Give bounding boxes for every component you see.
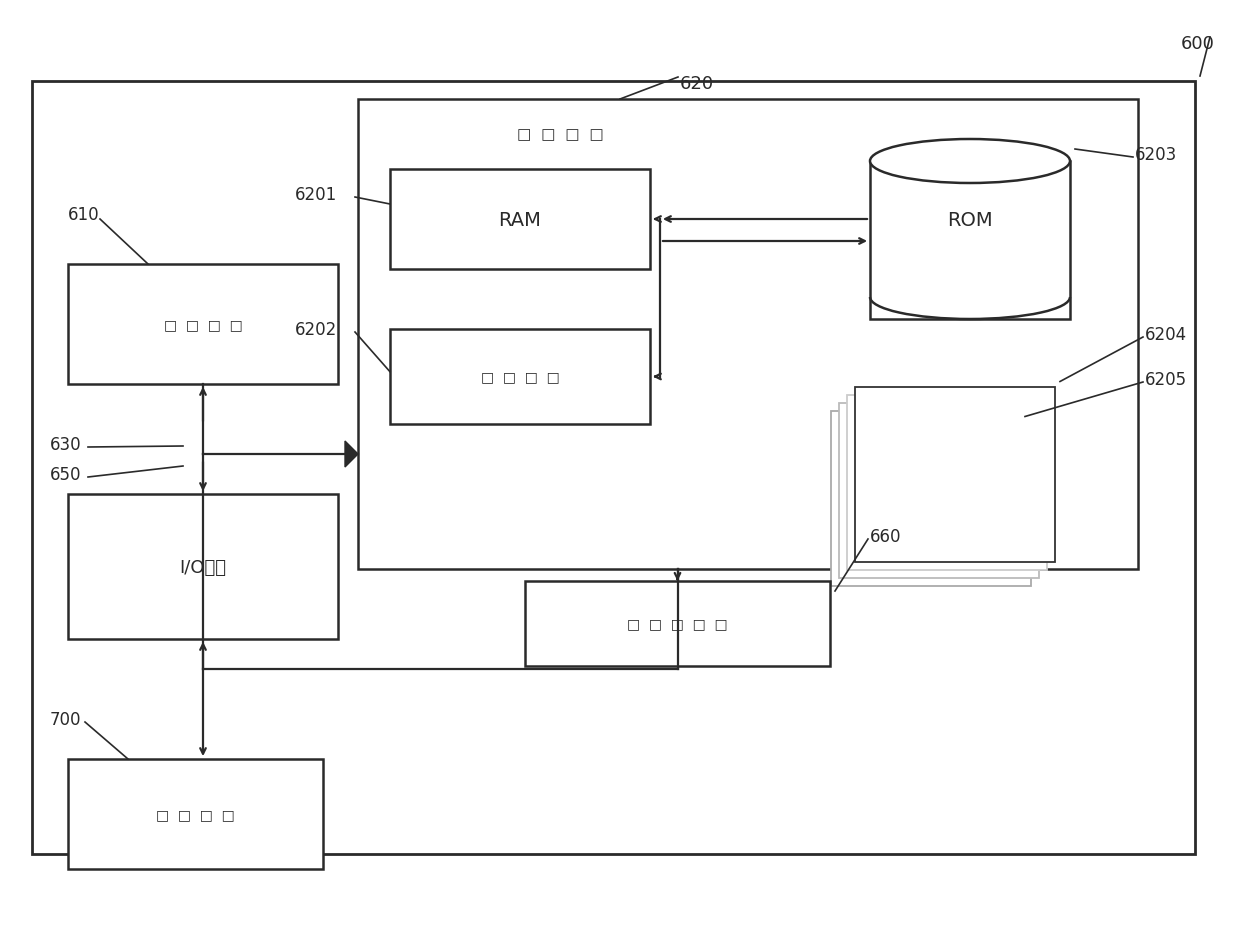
- Text: 700: 700: [50, 710, 82, 728]
- Bar: [68, 759, 322, 869]
- Text: I/O接口: I/O接口: [180, 558, 227, 576]
- Text: ROM: ROM: [947, 211, 993, 229]
- Bar: [358, 100, 1138, 569]
- Bar: [856, 388, 1055, 562]
- Polygon shape: [345, 442, 358, 467]
- Text: 6201: 6201: [295, 186, 337, 204]
- Bar: [68, 265, 339, 385]
- Text: □  □  □  □: □ □ □ □: [481, 370, 559, 384]
- Text: 6205: 6205: [1145, 371, 1187, 388]
- Text: 660: 660: [870, 528, 901, 546]
- Text: □  □  □  □: □ □ □ □: [156, 807, 234, 821]
- Text: □  □  □  □: □ □ □ □: [517, 127, 604, 142]
- Bar: [68, 494, 339, 639]
- Bar: [870, 162, 1070, 320]
- Bar: [525, 581, 830, 666]
- Bar: [391, 169, 650, 270]
- Text: 610: 610: [68, 206, 99, 224]
- Bar: [839, 403, 1039, 578]
- Text: 630: 630: [50, 435, 82, 454]
- Bar: [32, 82, 1195, 854]
- Bar: [391, 329, 650, 425]
- Bar: [847, 395, 1047, 570]
- Bar: [831, 411, 1030, 586]
- Text: 650: 650: [50, 465, 82, 484]
- Text: 6203: 6203: [1135, 146, 1177, 164]
- Text: 600: 600: [1182, 35, 1215, 53]
- Ellipse shape: [870, 139, 1070, 183]
- Text: 6204: 6204: [1145, 326, 1187, 344]
- Text: RAM: RAM: [498, 211, 542, 229]
- Text: □  □  □  □: □ □ □ □: [164, 317, 242, 331]
- Text: □  □  □  □  □: □ □ □ □ □: [627, 617, 728, 631]
- Text: 620: 620: [680, 75, 714, 93]
- Text: 6202: 6202: [295, 321, 337, 339]
